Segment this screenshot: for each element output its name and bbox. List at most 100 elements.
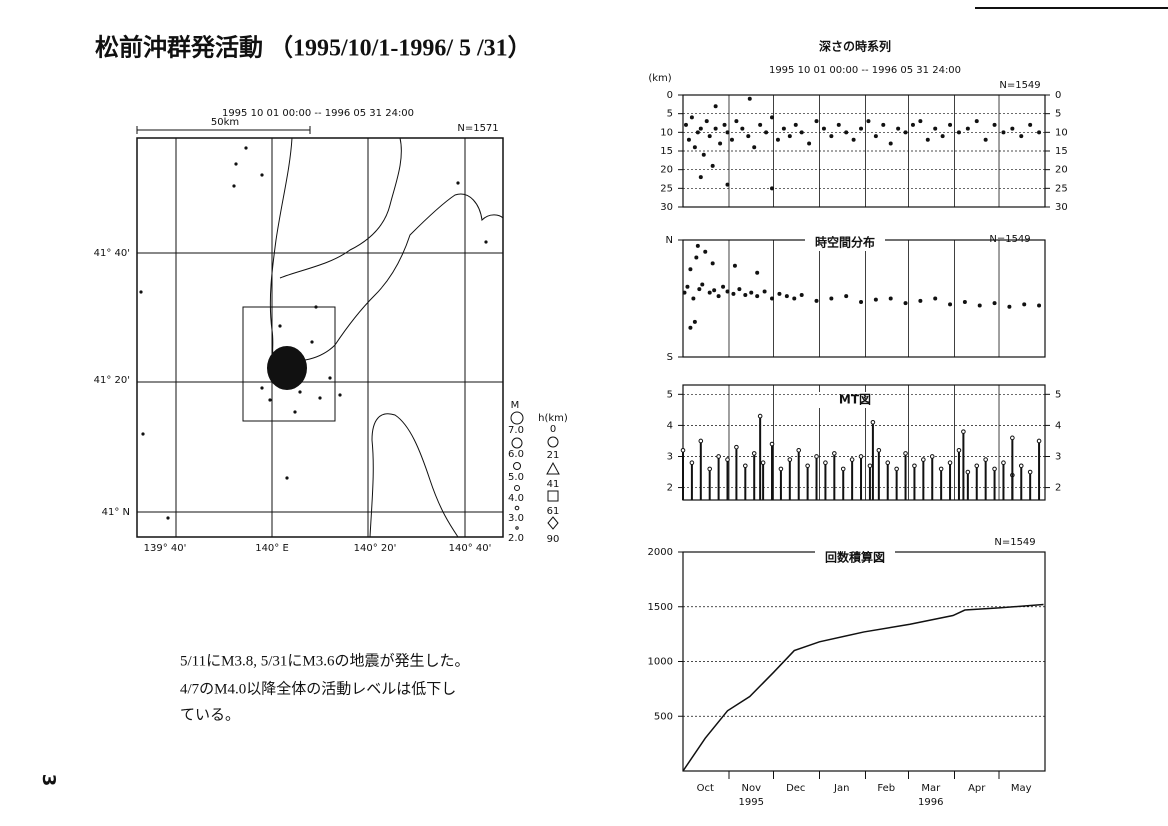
stem-head xyxy=(1010,435,1015,441)
point xyxy=(770,186,775,191)
stem-head xyxy=(992,466,997,472)
stem-head xyxy=(1027,469,1033,475)
point xyxy=(1037,303,1042,308)
point xyxy=(933,126,938,131)
coastline xyxy=(279,137,402,279)
cumulative-line xyxy=(682,603,1044,772)
point xyxy=(844,294,849,299)
point xyxy=(722,122,727,127)
y-tick-label: 25 xyxy=(1055,183,1068,194)
y-tick-label: S xyxy=(667,352,673,363)
point xyxy=(793,122,798,127)
y-tick-label: 4 xyxy=(1055,420,1061,431)
point xyxy=(836,122,841,127)
count-label: N=1549 xyxy=(999,80,1040,91)
stem-head xyxy=(894,466,899,472)
point xyxy=(1019,134,1024,139)
point xyxy=(948,302,953,307)
y-tick-label: 1000 xyxy=(648,657,673,668)
stem-head xyxy=(757,413,763,419)
point xyxy=(829,296,834,301)
comment-line: 4/7のM4.0以降全体の活動レベルは低下し xyxy=(180,679,456,697)
stem-head xyxy=(698,438,704,444)
point xyxy=(713,126,718,131)
y-tick-label: 25 xyxy=(660,183,673,194)
point xyxy=(686,137,691,142)
point xyxy=(1037,130,1042,135)
point xyxy=(725,182,730,187)
stem-head xyxy=(814,454,819,459)
y-tick-label: 0 xyxy=(667,90,673,101)
point xyxy=(977,303,982,308)
point xyxy=(787,134,792,139)
map: 1995 10 01 00:00 -- 1996 05 31 24:00 50k… xyxy=(94,108,504,554)
point xyxy=(859,300,864,305)
point xyxy=(688,267,693,272)
x-tick-label: Apr xyxy=(968,783,986,794)
point xyxy=(851,137,856,142)
legend-label: 4.0 xyxy=(508,493,524,504)
point xyxy=(814,119,819,124)
point xyxy=(992,122,997,127)
point xyxy=(807,141,812,146)
point xyxy=(918,298,923,303)
y-tick-label: 5 xyxy=(1055,389,1061,400)
y-tick-label: 4 xyxy=(667,420,673,431)
title-bg xyxy=(815,392,895,408)
point xyxy=(859,126,864,131)
point xyxy=(749,290,754,295)
point xyxy=(866,119,871,124)
plot-frame xyxy=(682,239,1046,358)
coastline xyxy=(269,137,504,363)
point xyxy=(700,282,705,287)
point xyxy=(974,119,979,124)
point xyxy=(770,115,775,120)
point xyxy=(710,163,715,168)
y-tick-label: 500 xyxy=(654,711,673,722)
y-tick-label: 20 xyxy=(1055,165,1068,176)
stem-head xyxy=(921,457,926,462)
stem-head xyxy=(912,463,917,469)
lon-label: 140° E xyxy=(255,543,289,554)
point xyxy=(718,141,723,146)
lon-label: 140° 20' xyxy=(354,543,397,554)
stem-head xyxy=(849,457,855,462)
epicenter-dots xyxy=(139,146,488,520)
point xyxy=(770,296,775,301)
stem-head xyxy=(876,447,882,453)
point xyxy=(713,104,718,109)
stem-head xyxy=(725,457,730,462)
legend-label: 90 xyxy=(547,534,560,545)
page-number: 3 xyxy=(38,774,59,787)
legend-label: 0 xyxy=(550,424,556,435)
y-tick-label: 5 xyxy=(1055,109,1061,120)
point xyxy=(1028,122,1033,127)
point xyxy=(698,175,703,180)
point xyxy=(873,297,878,302)
stem-head xyxy=(965,469,971,475)
stem-head xyxy=(974,463,980,469)
count-label: N=1549 xyxy=(989,234,1030,245)
point xyxy=(725,289,730,294)
y-tick-label: 3 xyxy=(667,451,673,462)
legend-label: 41 xyxy=(547,479,560,490)
point xyxy=(721,284,726,289)
point xyxy=(781,126,786,131)
map-count: N=1571 xyxy=(457,123,498,134)
point xyxy=(701,152,706,157)
stem-head xyxy=(983,457,988,462)
point xyxy=(755,270,760,275)
count-label: N=1549 xyxy=(994,537,1035,548)
x-tick-label: Mar xyxy=(921,783,941,794)
study-area xyxy=(242,306,336,422)
y-tick-label: 0 xyxy=(1055,90,1061,101)
point xyxy=(1022,302,1027,307)
epicenter-cluster xyxy=(267,346,307,390)
lon-label: 139° 40' xyxy=(144,543,187,554)
point xyxy=(962,300,967,305)
y-tick-label: 5 xyxy=(667,389,673,400)
chart-title: MT図 xyxy=(839,393,871,407)
page-title: 松前沖群発活動 （1995/10/1-1996/ 5 /31） xyxy=(95,34,532,62)
